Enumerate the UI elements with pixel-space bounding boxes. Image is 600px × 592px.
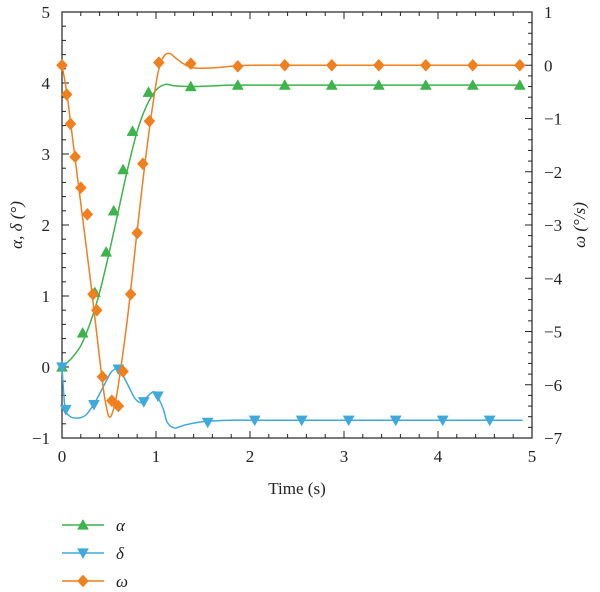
data-point	[419, 58, 432, 72]
x-tick-label: 5	[528, 447, 537, 466]
data-point	[483, 415, 496, 427]
series-line	[61, 52, 523, 418]
data-point	[184, 57, 197, 71]
left-y-tick-label: 0	[42, 358, 51, 377]
data-point	[76, 326, 89, 338]
data-point	[88, 399, 100, 411]
data-point	[64, 117, 77, 131]
data-point	[342, 415, 355, 427]
data-point	[295, 415, 308, 427]
left-y-tick-label: 4	[42, 74, 51, 93]
data-point	[74, 181, 87, 195]
data-point	[87, 287, 99, 301]
legend: αδω	[62, 516, 128, 591]
data-point	[117, 163, 130, 175]
legend-marker	[77, 574, 89, 588]
left-y-tick-label: 5	[42, 3, 51, 22]
data-point	[231, 59, 244, 73]
data-point	[124, 287, 137, 301]
legend-marker	[77, 518, 89, 530]
data-point	[56, 58, 68, 72]
data-point	[90, 303, 103, 317]
left-y-tick-label: −1	[32, 429, 50, 448]
right-y-tick-label: 0	[544, 56, 553, 75]
x-tick-label: 2	[246, 447, 255, 466]
data-point	[137, 397, 150, 408]
data-point	[231, 79, 244, 90]
right-y-tick-label: −1	[544, 110, 562, 129]
data-point	[112, 399, 125, 413]
right-y-tick-label: −5	[544, 323, 562, 342]
data-point	[513, 58, 526, 72]
series-line	[61, 366, 523, 429]
data-point	[201, 417, 214, 429]
data-point	[436, 415, 449, 427]
data-point	[56, 362, 68, 374]
plot-area: 0 1 2 3 4 5 −1 0 1 2 3 4 5 −7 −6 −5 −4 −3 −2 −1 0 1	[32, 3, 563, 466]
plot-frame	[61, 11, 533, 439]
left-y-axis-title: α, δ (°)	[7, 201, 26, 249]
data-point	[466, 58, 479, 72]
data-point	[151, 391, 164, 403]
right-y-tick-label: −6	[544, 376, 562, 395]
data-point	[107, 204, 120, 216]
left-y-tick-label: 1	[42, 287, 51, 306]
data-point	[466, 79, 479, 90]
data-point	[131, 226, 144, 240]
x-tick-label: 0	[58, 447, 67, 466]
data-point	[60, 88, 73, 101]
left-y-tick-label: 2	[42, 216, 51, 235]
data-point	[513, 79, 526, 90]
data-point	[100, 245, 113, 257]
right-y-tick-label: −7	[544, 429, 563, 448]
data-point	[278, 58, 291, 72]
left-y-tick-label: 3	[42, 145, 51, 164]
data-point	[325, 58, 338, 72]
data-point	[143, 114, 156, 128]
data-point	[248, 415, 261, 427]
data-point	[59, 404, 72, 416]
data-point	[117, 365, 129, 378]
x-axis-title: Time (s)	[268, 479, 325, 498]
series-1	[56, 79, 526, 372]
legend-label: ω	[116, 572, 128, 591]
x-tick-label: 4	[434, 447, 443, 466]
data-point	[96, 370, 109, 384]
data-point	[372, 58, 385, 72]
x-tick-label: 1	[152, 447, 161, 466]
data-point	[137, 157, 149, 171]
data-point	[325, 79, 338, 90]
data-point	[81, 207, 94, 221]
right-y-tick-label: 1	[544, 3, 553, 22]
legend-marker	[77, 548, 89, 560]
data-point	[184, 80, 197, 92]
right-y-tick-label: −3	[544, 216, 562, 235]
data-point	[152, 56, 165, 69]
data-point	[126, 125, 139, 136]
legend-label: α	[116, 516, 126, 535]
right-y-tick-label: −4	[544, 269, 563, 288]
data-point	[69, 150, 81, 164]
series-3	[56, 52, 526, 418]
data-point	[389, 415, 402, 427]
data-point	[419, 79, 432, 90]
legend-label: δ	[116, 544, 125, 563]
data-point	[372, 79, 385, 90]
x-tick-label: 3	[340, 447, 349, 466]
series-2	[56, 362, 523, 429]
data-point	[142, 86, 155, 97]
series-line	[61, 83, 523, 368]
data-point	[278, 79, 291, 90]
right-y-tick-label: −2	[544, 163, 562, 182]
data-point	[105, 394, 118, 408]
right-y-axis-title: ω (°/s)	[570, 202, 589, 248]
